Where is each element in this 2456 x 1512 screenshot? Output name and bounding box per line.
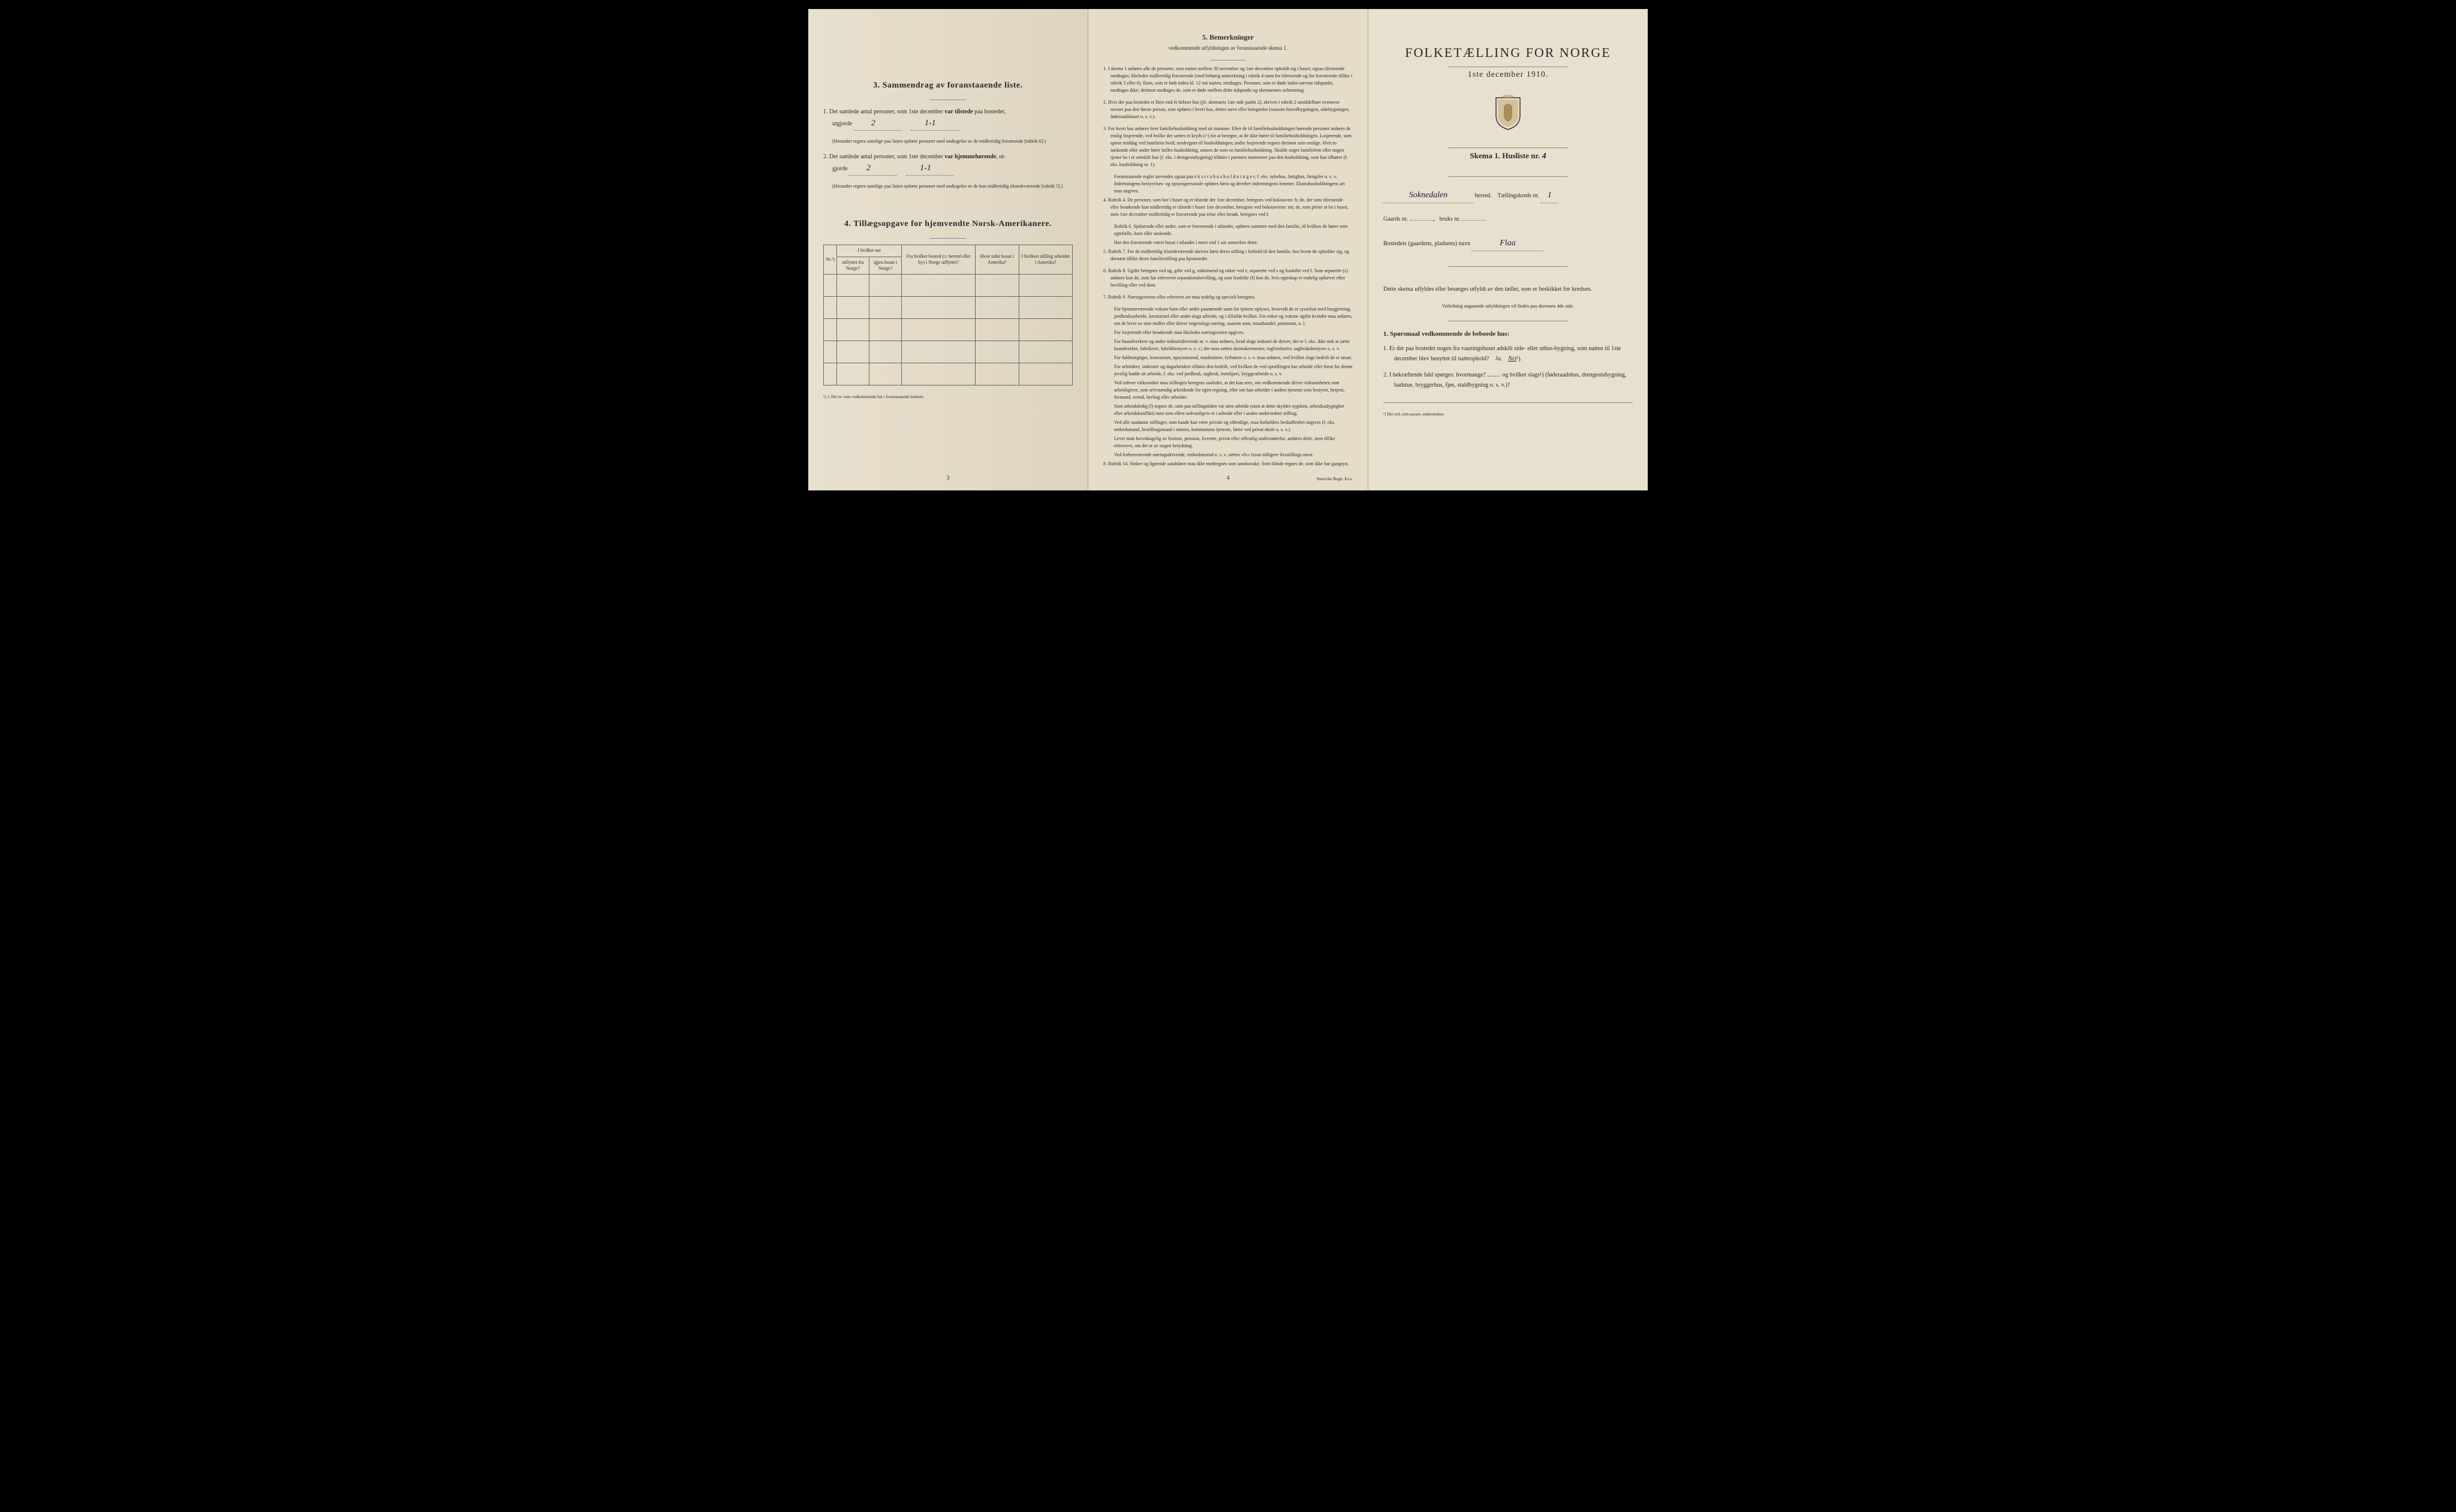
page-3: 3. Sammendrag av foranstaaende liste. 1.… [808,9,1088,490]
document-spread: 3. Sammendrag av foranstaaende liste. 1.… [808,9,1648,490]
item-1: 1. Det samlede antal personer, som 1ste … [823,107,1073,131]
tilstede-count: 2 [854,117,902,131]
col-utflyttet: utflyttet fra Norge? [837,257,869,275]
page-title-page: FOLKETÆLLING FOR NORGE 1ste december 191… [1368,9,1648,490]
questions: 1. Spørsmaal vedkommende de beboede hus:… [1383,330,1633,390]
remark-7g: Ved enhver virksomhet maa stillingen bet… [1103,379,1353,401]
remarks-list: 1. I skema 1 anføres alle de personer, s… [1103,65,1353,468]
section5-subtitle: vedkommende utfyldningen av foranstaaend… [1103,45,1353,51]
page-number: 4 [1227,475,1230,481]
main-title: FOLKETÆLLING FOR NORGE [1383,45,1633,61]
table-row [824,319,1073,341]
remark-4b: Rubrik 6. Sjøfarende eller andre, som er… [1103,223,1353,237]
amerikanere-table: Nr.¹) I hvilket aar Fra hvilket bosted (… [823,245,1073,385]
kreds-value: 1 [1540,188,1558,203]
section3-title: 3. Sammendrag av foranstaaende liste. [823,81,1073,91]
remark-7i: Ved alle saadanne stillinger, som baade … [1103,419,1353,433]
remark-6: 6. Rubrik 8. Ugifte betegnes ved ug, gif… [1103,267,1353,289]
answer-nei: Nei [1508,356,1516,362]
remark-7c: For losjerende eller besøkende maa likel… [1103,329,1353,336]
col-stilling: I hvilken stilling arbeidet i Amerika? [1019,245,1072,275]
printer-credit: Steen'ske Bogtr. Kr.a. [1316,477,1353,481]
instruction-small: Veiledning angaaende utfyldningen vil fi… [1383,303,1633,309]
remark-7a: 7. Rubrik 9. Næringsveiens eller erhvere… [1103,294,1353,301]
col-bosted: Fra hvilket bosted (ɔ: herred eller by) … [902,245,976,275]
skema-line: Skema 1. Husliste nr. 4 [1383,151,1633,161]
gaards-value [1410,220,1434,221]
remark-4a: 4. Rubrik 4. De personer, som bor i huse… [1103,197,1353,218]
answer-ja: Ja. [1495,356,1502,362]
remark-3b: Foranstaaende regler anvendes ogsaa paa … [1103,173,1353,195]
remark-8: 8. Rubrik 14. Sinker og lignende aandslø… [1103,460,1353,468]
instruction-main: Dette skema utfyldes eller besørges utfy… [1383,285,1633,294]
remark-4c: Har den fraværende været bosat i utlande… [1103,239,1353,246]
section4-title: 4. Tillægsopgave for hjemvendte Norsk-Am… [823,219,1073,229]
herred-line: Soknedalen herred. Tællingskreds nr. 1 [1383,188,1633,203]
remark-3a: 3. For hvert hus anføres hver familiehus… [1103,125,1353,168]
remark-2: 2. Hvis der paa bostedet er flere end ét… [1103,99,1353,121]
remark-7h: Som arbeidsledig (l) regnes de, som paa … [1103,403,1353,417]
col-amerika-bosat: Hvor sidst bosat i Amerika? [976,245,1019,275]
table-row [824,297,1073,319]
remark-1: 1. I skema 1 anføres alle de personer, s… [1103,65,1353,94]
coat-of-arms-icon [1383,95,1633,132]
question-2: 2. I bekræftende fald spørges: hvormange… [1383,370,1633,390]
bruks-value [1462,220,1486,221]
table-row [824,275,1073,297]
herred-value: Soknedalen [1383,188,1473,203]
page-number: 3 [947,475,950,481]
bosted-value: Flaa [1471,236,1543,251]
question-heading: 1. Spørsmaal vedkommende de beboede hus: [1383,330,1633,338]
page-4: 5. Bemerkninger vedkommende utfyldningen… [1088,9,1368,490]
table-row [824,363,1073,385]
hjemme-count: 2 [849,162,897,176]
remark-7e: For fuldmægtiger, kontorister, opsynsmæn… [1103,354,1353,362]
remark-7j: Lever man hovedsagelig av formue, pensio… [1103,435,1353,450]
item2-note: (Herunder regnes samtlige paa listen opf… [823,183,1073,189]
remark-5: 5. Rubrik 7. For de midlertidig tilstede… [1103,248,1353,263]
col-group-aar: I hvilket aar [837,245,902,257]
col-bosat-igjen: igjen bosat i Norge? [869,257,902,275]
page3-footnote: ¹) Det ord, som passer, understrekes. [1383,412,1633,417]
table-footnote: ¹) ɔ: Det nr. som vedkommende har i fora… [823,394,1073,399]
census-date: 1ste december 1910. [1383,70,1633,80]
question-1: 1. Er der paa bostedet nogen fra vaaning… [1383,344,1633,364]
gaards-line: Gaards nr. , bruks nr. [1383,214,1633,225]
item1-note: (Herunder regnes samtlige paa listen opf… [823,138,1073,144]
table-row [824,341,1073,363]
item-2: 2. Det samlede antal personer, som 1ste … [823,152,1073,176]
hjemme-breakdown: 1-1 [906,162,954,176]
bosted-line: Bostedets (gaardens, pladsens) navn Flaa [1383,236,1633,251]
remark-7k: Ved forhenværende næringsdrivende, embed… [1103,451,1353,459]
col-nr: Nr.¹) [824,245,837,275]
remark-7d: For haandverkere og andre industridriven… [1103,338,1353,353]
remark-7f: For arbeidere, inderster og dagarbeidere… [1103,363,1353,378]
husliste-nr: 4 [1542,152,1546,161]
tilstede-breakdown: 1-1 [911,117,959,131]
section5-title: 5. Bemerkninger [1103,33,1353,42]
remark-7b: For hjemmeværende voksne barn eller andr… [1103,306,1353,327]
